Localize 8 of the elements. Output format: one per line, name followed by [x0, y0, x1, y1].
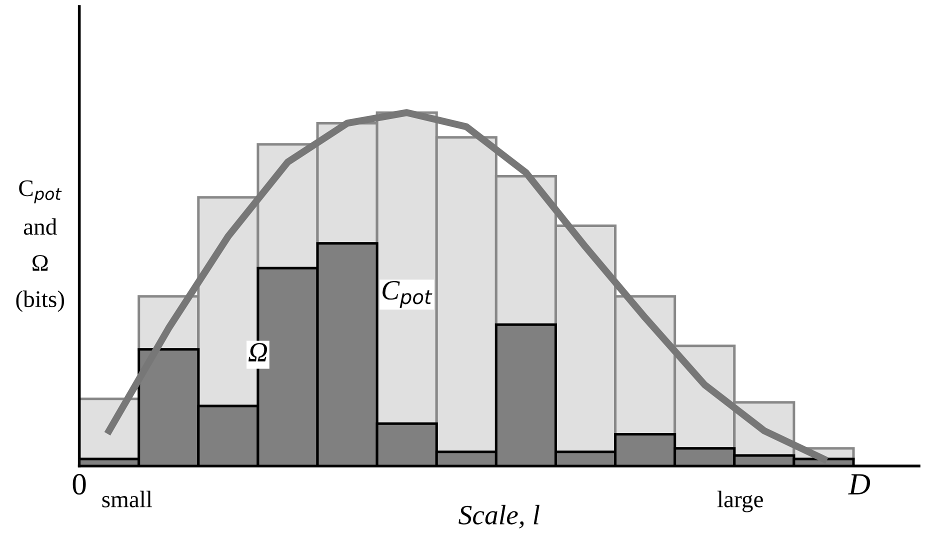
text: 0: [72, 474, 86, 495]
y-axis-title: C$_{pot}$ and Ω (bits): [16, 180, 64, 312]
text: large: [717, 490, 763, 512]
text: D: [848, 474, 870, 494]
text: small: [102, 490, 152, 508]
series-label: C$_{pot}$: [382, 281, 432, 308]
x-axis-title: Scale, l: [458, 504, 540, 528]
series-label: Ω: [248, 342, 268, 362]
